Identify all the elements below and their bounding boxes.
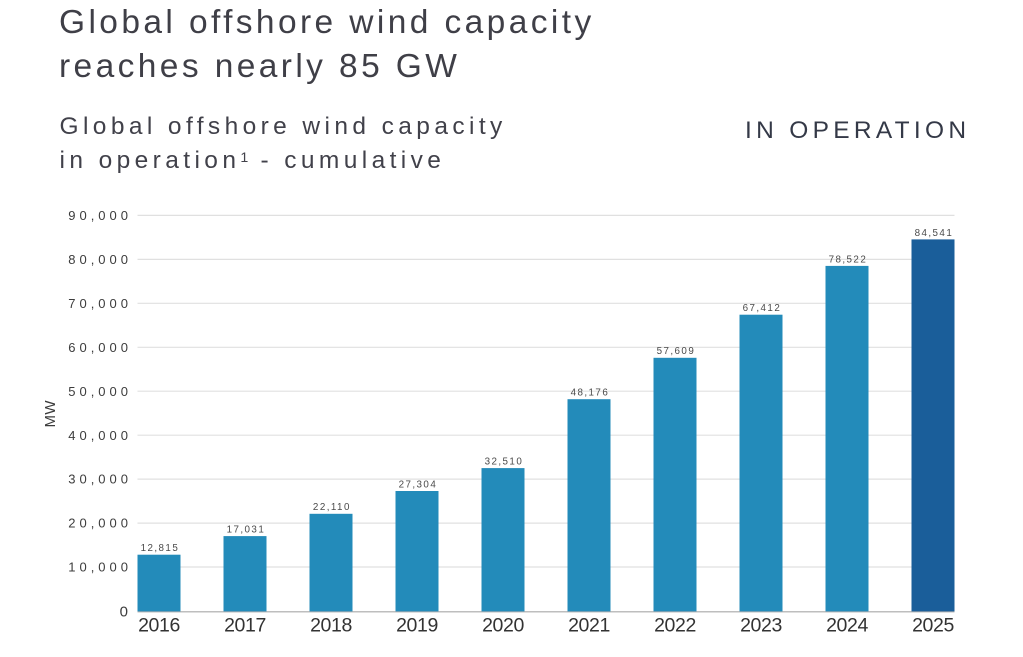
svg-text:32,510: 32,510 xyxy=(485,457,524,468)
svg-text:40,000: 40,000 xyxy=(68,428,132,443)
svg-text:30,000: 30,000 xyxy=(68,472,132,487)
svg-text:90,000: 90,000 xyxy=(68,208,132,223)
svg-text:2025: 2025 xyxy=(912,614,954,636)
svg-text:10,000: 10,000 xyxy=(68,560,132,575)
svg-text:2018: 2018 xyxy=(310,614,352,636)
svg-text:2020: 2020 xyxy=(482,614,524,636)
svg-text:20,000: 20,000 xyxy=(68,516,132,531)
svg-text:70,000: 70,000 xyxy=(68,296,132,311)
svg-text:2017: 2017 xyxy=(224,614,266,636)
svg-text:17,031: 17,031 xyxy=(227,525,266,536)
svg-text:2021: 2021 xyxy=(568,614,610,636)
svg-text:MW: MW xyxy=(42,400,59,428)
svg-text:2024: 2024 xyxy=(826,614,868,636)
svg-text:84,541: 84,541 xyxy=(915,228,954,239)
svg-text:0: 0 xyxy=(120,603,132,620)
svg-text:67,412: 67,412 xyxy=(743,303,782,314)
svg-text:2023: 2023 xyxy=(740,614,782,636)
svg-text:2016: 2016 xyxy=(138,614,180,636)
svg-text:2022: 2022 xyxy=(654,614,696,636)
svg-text:50,000: 50,000 xyxy=(68,384,132,399)
svg-text:27,304: 27,304 xyxy=(399,479,438,490)
svg-text:12,815: 12,815 xyxy=(141,543,180,554)
svg-text:78,522: 78,522 xyxy=(829,254,868,265)
svg-text:48,176: 48,176 xyxy=(571,388,610,399)
svg-text:80,000: 80,000 xyxy=(68,252,132,267)
svg-text:57,609: 57,609 xyxy=(657,346,696,357)
svg-text:2019: 2019 xyxy=(396,614,438,636)
svg-text:60,000: 60,000 xyxy=(68,340,132,355)
svg-text:22,110: 22,110 xyxy=(313,502,351,513)
